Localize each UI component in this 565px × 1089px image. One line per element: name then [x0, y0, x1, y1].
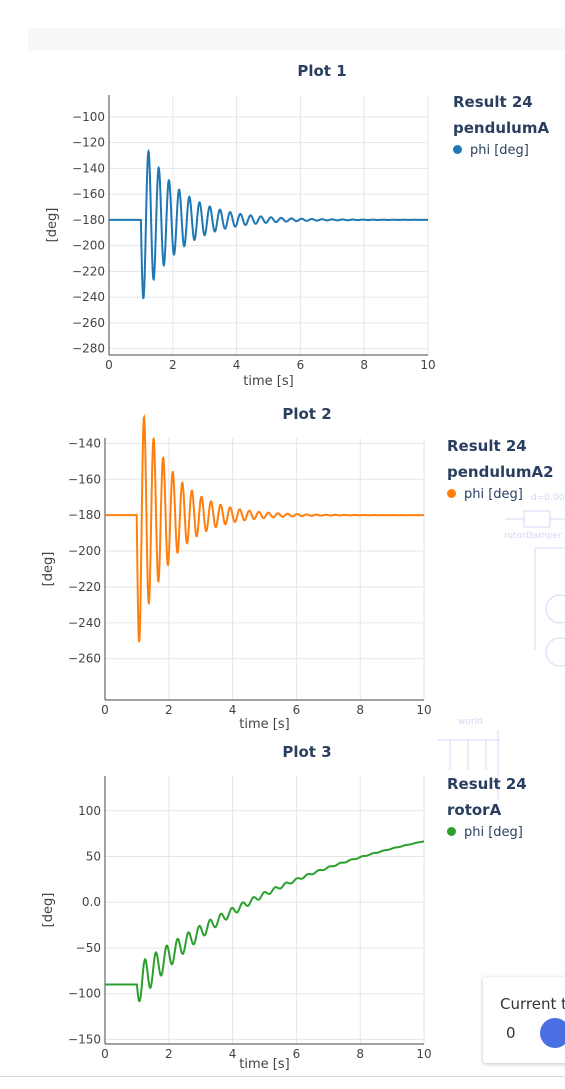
x-tick-label: 8	[356, 1047, 364, 1061]
x-tick-label: 0	[105, 358, 113, 372]
y-tick-label: −150	[68, 1032, 101, 1046]
x-tick-label: 6	[297, 358, 305, 372]
x-tick-label: 4	[229, 1047, 237, 1061]
plot-2[interactable]: Plot 2 −140 −160 −180 −200 −220 −240 −260 0 2 4 6 8 1…	[0, 398, 445, 738]
y-tick-label: −260	[68, 652, 101, 666]
series-line[interactable]	[105, 414, 424, 643]
x-axis-label: time [s]	[239, 1057, 289, 1072]
series-line[interactable]	[105, 840, 425, 1003]
y-tick-label: −200	[72, 239, 105, 253]
plot-title: Plot 1	[297, 62, 346, 80]
plot-1[interactable]: Plot 1 −100 −120 −140 −160 −180 −200 −220 −240 −2…	[0, 55, 445, 450]
legend-result: Result 24	[447, 437, 527, 455]
x-tick-label: 10	[416, 703, 431, 717]
y-tick-label: −180	[68, 508, 101, 522]
y-tick-label: −280	[72, 342, 105, 356]
y-tick-label: −200	[68, 544, 101, 558]
x-tick-label: 8	[360, 358, 368, 372]
legend-model: rotorA	[447, 801, 502, 819]
legend-entry[interactable]: phi [deg]	[447, 485, 554, 505]
bottom-divider	[0, 1076, 565, 1077]
x-tick-label: 2	[165, 1047, 173, 1061]
y-tick-label: −240	[72, 290, 105, 304]
y-tick-label: 50	[86, 849, 101, 863]
x-axis-label: time [s]	[243, 374, 293, 389]
legend-dot-icon	[453, 145, 462, 154]
time-slider-knob[interactable]	[540, 1018, 565, 1048]
x-tick-label: 0	[101, 1047, 109, 1061]
y-tick-label: −120	[72, 136, 105, 150]
x-tick-label: 6	[293, 703, 301, 717]
series-line[interactable]	[109, 148, 428, 300]
legend-model: pendulumA	[453, 119, 550, 137]
legend-entry[interactable]: phi [deg]	[447, 823, 527, 843]
y-tick-label: −260	[72, 316, 105, 330]
y-tick-label: 100	[78, 804, 101, 818]
legend-dot-icon	[447, 827, 456, 836]
legend-entry[interactable]: phi [deg]	[453, 141, 549, 161]
y-tick-label: 0.0	[82, 895, 101, 909]
x-tick-label: 4	[233, 358, 241, 372]
legend-plot-1: Result 24 pendulumA phi [deg]	[453, 89, 549, 161]
y-axis-label: [deg]	[45, 208, 60, 243]
x-tick-label: 10	[420, 358, 435, 372]
toolbar-strip	[28, 28, 565, 50]
legend-dot-icon	[447, 489, 456, 498]
legend-plot-3: Result 24 rotorA phi [deg]	[447, 771, 527, 843]
x-axis-label: time [s]	[239, 717, 289, 732]
y-tick-label: −220	[72, 264, 105, 278]
legend-result: Result 24	[447, 775, 527, 793]
x-tick-label: 4	[229, 703, 237, 717]
legend-model: pendulumA2	[447, 463, 554, 481]
y-tick-label: −240	[68, 616, 101, 630]
y-tick-label: −100	[68, 987, 101, 1001]
x-tick-label: 2	[165, 703, 173, 717]
x-tick-label: 2	[169, 358, 177, 372]
y-tick-label: −50	[76, 941, 101, 955]
y-tick-label: −160	[72, 187, 105, 201]
y-axis-label: [deg]	[41, 552, 56, 587]
time-control-label: Current t	[500, 995, 565, 1013]
y-tick-label: −160	[68, 472, 101, 486]
bg-label-rotordamper: rotorDamper	[504, 531, 562, 541]
x-tick-label: 0	[101, 703, 109, 717]
y-axis-label: [deg]	[41, 893, 56, 928]
y-tick-label: −100	[72, 110, 105, 124]
plot-title: Plot 2	[282, 405, 331, 423]
y-tick-label: −220	[68, 580, 101, 594]
legend-plot-2: Result 24 pendulumA2 phi [deg]	[447, 433, 554, 505]
x-tick-label: 6	[293, 1047, 301, 1061]
y-tick-label: −140	[68, 436, 101, 450]
x-tick-label: 8	[356, 703, 364, 717]
time-control-panel: Current t 0	[483, 977, 565, 1063]
damper-box	[523, 510, 551, 528]
bg-label-world: world	[458, 717, 483, 727]
plot-title: Plot 3	[282, 743, 331, 761]
y-tick-label: −180	[72, 213, 105, 227]
y-tick-label: −140	[72, 161, 105, 175]
x-tick-label: 10	[416, 1047, 431, 1061]
time-control-value: 0	[506, 1024, 516, 1042]
legend-result: Result 24	[453, 93, 533, 111]
